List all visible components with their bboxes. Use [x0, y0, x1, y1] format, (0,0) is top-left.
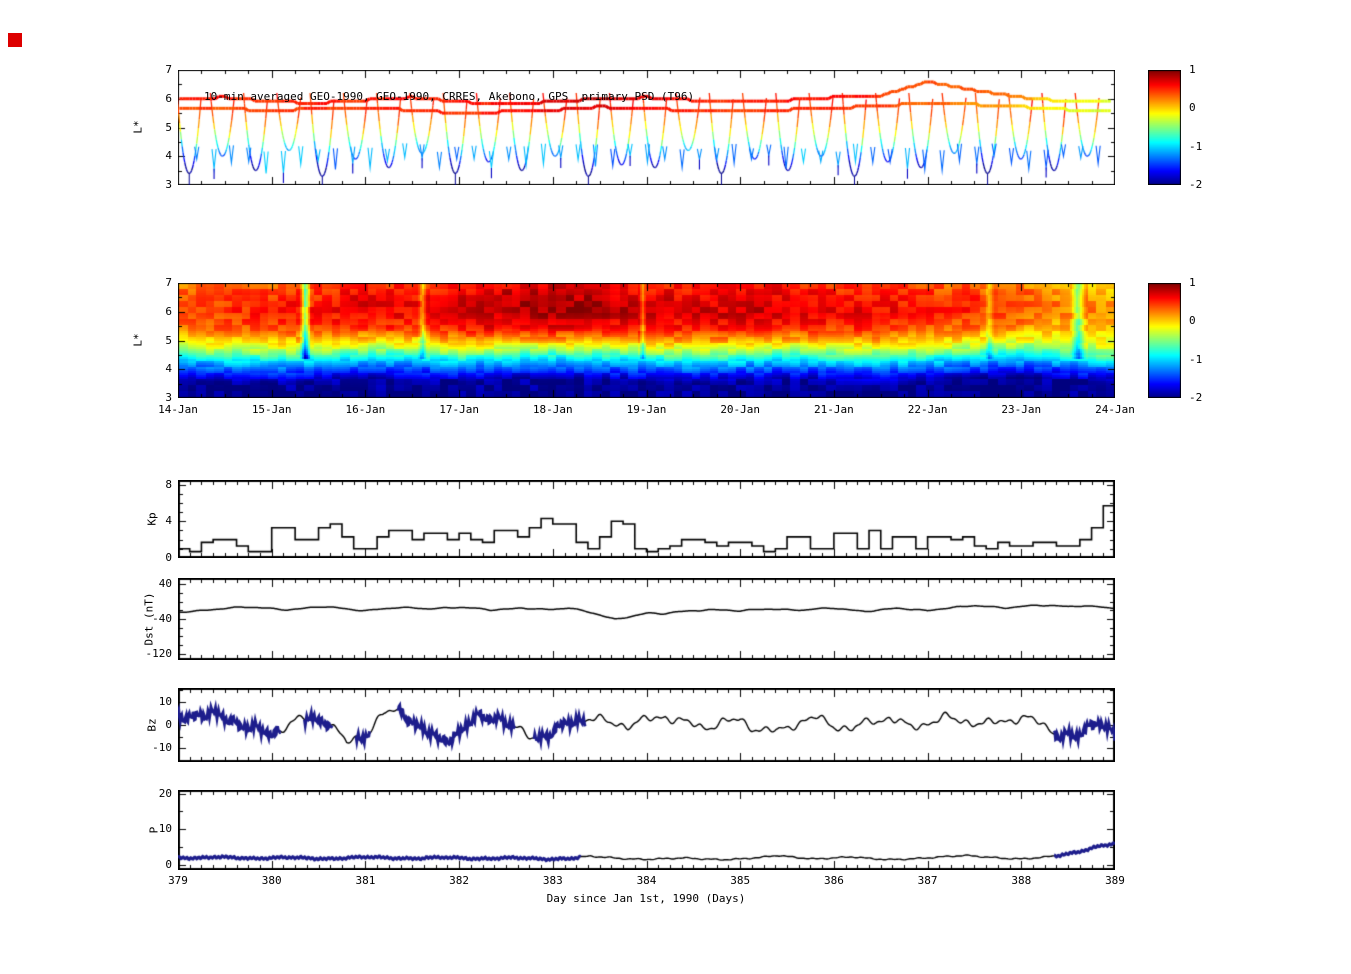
y-tick-label: 3 — [165, 178, 172, 191]
date-tick-label: 15-Jan — [251, 403, 292, 416]
colorbar-tick-label: -2 — [1189, 391, 1203, 404]
y-tick-label: 20 — [158, 786, 172, 800]
x-tick-label: 387 — [917, 874, 938, 887]
x-tick-label: 386 — [823, 874, 844, 887]
colorbar-tick-label: -1 — [1189, 352, 1203, 366]
date-tick-label: 20-Jan — [720, 403, 761, 416]
y-tick-label: -10 — [152, 741, 172, 755]
colorbar-tick-label: -1 — [1189, 139, 1203, 153]
y-tick-label: 3 — [165, 391, 172, 404]
y-tick-label: 7 — [165, 63, 172, 76]
bz-field-plot — [178, 688, 1115, 762]
date-tick-label: 19-Jan — [626, 403, 667, 416]
colorbar-tick-label: 1 — [1189, 276, 1196, 289]
pressure-plot — [178, 790, 1115, 870]
date-tick-label: 24-Jan — [1095, 403, 1135, 416]
colorbar-top — [1148, 70, 1181, 185]
psd-heatmap-plot — [178, 283, 1115, 398]
date-tick-label: 14-Jan — [158, 403, 198, 416]
x-tick-label: 388 — [1011, 874, 1032, 887]
date-tick-label: 23-Jan — [1001, 403, 1042, 416]
y-tick-label: -120 — [145, 646, 173, 660]
y-tick-label: 4 — [165, 514, 172, 528]
y-tick-label: 7 — [165, 276, 172, 289]
colorbar-map — [1148, 283, 1181, 398]
date-tick-label: 22-Jan — [907, 403, 948, 416]
date-tick-label: 17-Jan — [439, 403, 479, 416]
date-tick-label: 16-Jan — [345, 403, 386, 416]
y-tick-label: 6 — [165, 304, 172, 318]
dst-index-plot — [178, 578, 1115, 660]
y-tick-label: 10 — [158, 822, 172, 836]
kp-index-plot — [178, 480, 1115, 558]
y-tick-label: 10 — [158, 694, 172, 708]
x-tick-label: 389 — [1105, 874, 1125, 887]
y-tick-label: 6 — [165, 91, 172, 105]
y-tick-label: 0 — [165, 551, 172, 564]
y-tick-label: 8 — [165, 477, 172, 491]
x-axis-title: Day since Jan 1st, 1990 (Days) — [546, 892, 746, 905]
colorbar-tick-label: 1 — [1189, 63, 1196, 76]
x-tick-label: 379 — [168, 874, 188, 887]
date-tick-label: 21-Jan — [814, 403, 854, 416]
plot-title: 10-min averaged GEO-1990, GEO-1990, CRRE… — [204, 90, 695, 103]
x-tick-label: 383 — [542, 874, 563, 887]
x-tick-label: 382 — [449, 874, 470, 887]
colorbar-tick-label: -2 — [1189, 178, 1203, 191]
red-marker-icon — [8, 33, 22, 47]
psd-scatter-plot — [178, 70, 1115, 185]
x-tick-label: 381 — [355, 874, 376, 887]
y-tick-label: 0 — [165, 857, 172, 871]
date-tick-label: 18-Jan — [532, 403, 573, 416]
y-tick-label: -40 — [152, 612, 172, 625]
y-tick-label: 5 — [165, 333, 172, 347]
y-tick-label: 5 — [165, 120, 172, 134]
colorbar-tick-label: 0 — [1189, 101, 1196, 115]
y-tick-label: 0 — [165, 718, 172, 731]
colorbar-tick-label: 0 — [1189, 314, 1196, 328]
x-tick-label: 380 — [261, 874, 282, 887]
x-tick-label: 384 — [636, 874, 657, 887]
x-tick-label: 385 — [730, 874, 751, 887]
y-tick-label: 40 — [158, 577, 172, 591]
y-tick-label: 4 — [165, 362, 172, 376]
y-tick-label: 4 — [165, 149, 172, 163]
